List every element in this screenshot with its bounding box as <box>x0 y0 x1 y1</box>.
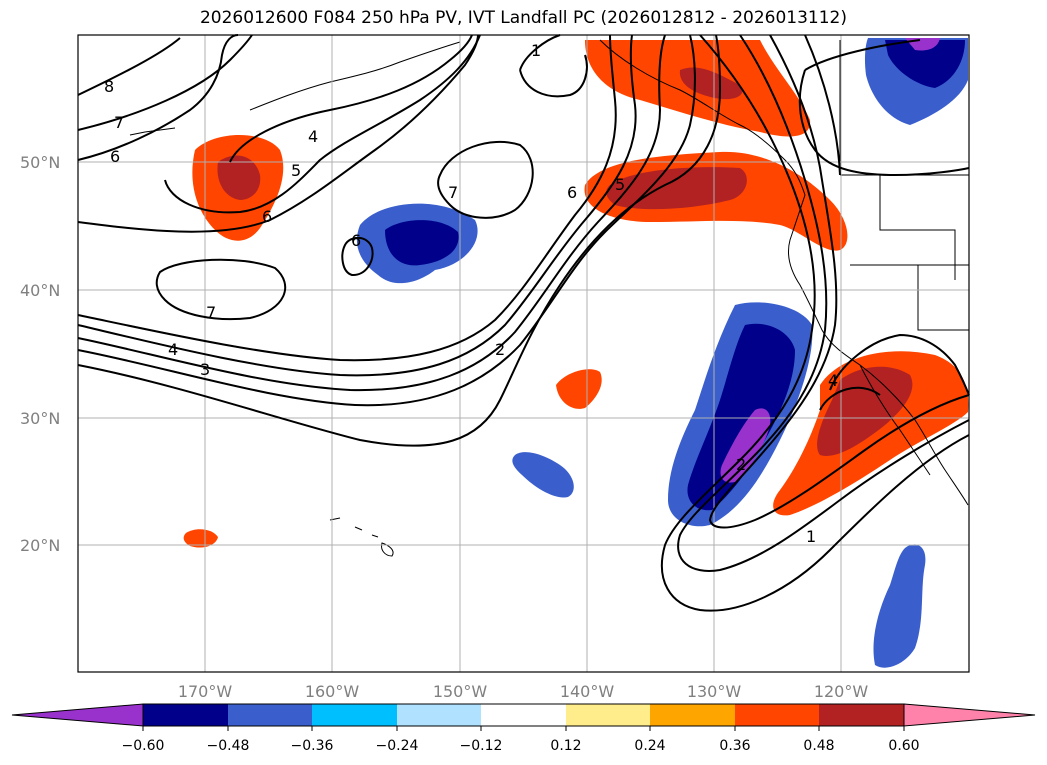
contour-line <box>155 258 287 321</box>
colorbar-tick-label: 0.12 <box>550 738 581 754</box>
colorbar-tick-label: 0.36 <box>719 738 750 754</box>
colorbar-tick-label: −0.36 <box>291 738 334 754</box>
colorbar-tick-label: 0.48 <box>803 738 834 754</box>
colorbar-segment <box>481 704 566 726</box>
colorbar-tick-label: −0.24 <box>376 738 419 754</box>
contour-label: 2 <box>736 455 746 474</box>
lat-label: 50°N <box>20 153 60 172</box>
lat-label: 20°N <box>20 536 60 555</box>
positive-anomaly-fill <box>556 369 602 409</box>
lon-label: 160°W <box>305 682 360 701</box>
contour-label: 7 <box>114 113 124 132</box>
contour-line <box>77 37 181 96</box>
colorbar-segment <box>819 704 904 726</box>
contour-label: 4 <box>828 371 838 390</box>
contour-line <box>77 34 479 233</box>
contour-label: 6 <box>351 231 361 250</box>
contour-line <box>798 69 970 177</box>
contour-line <box>804 34 841 176</box>
contour-line <box>229 34 473 163</box>
contour-line <box>677 34 970 572</box>
pv-contours <box>77 34 970 612</box>
colorbar-tick-label: −0.48 <box>207 738 250 754</box>
contour-line <box>660 34 970 612</box>
coastlines <box>129 39 969 557</box>
positive-anomaly-fill <box>183 529 218 548</box>
colorbar: −0.60 −0.48 −0.36 −0.24 −0.12 0.12 0.24 … <box>11 703 1036 754</box>
colorbar-tick-label: 0.60 <box>888 738 919 754</box>
lat-label: 30°N <box>20 409 60 428</box>
contour-label: 8 <box>104 77 114 96</box>
contour-label: 6 <box>567 183 577 202</box>
contour-line <box>829 333 970 396</box>
negative-anomaly-fill <box>512 452 574 498</box>
contour-line <box>77 34 617 362</box>
lat-label: 40°N <box>20 281 60 300</box>
colorbar-tick-label: −0.60 <box>122 738 165 754</box>
colorbar-segment <box>735 704 819 726</box>
contour-label: 4 <box>308 127 318 146</box>
colorbar-outline <box>142 703 905 727</box>
contour-labels: 8 7 6 4 5 6 7 6 7 4 3 2 1 6 5 2 4 1 <box>104 41 838 546</box>
latitude-labels: 50°N 40°N 30°N 20°N <box>20 153 60 555</box>
contour-label: 5 <box>615 175 625 194</box>
contour-line <box>519 54 588 98</box>
colorbar-ticks <box>142 726 905 731</box>
lon-label: 170°W <box>178 682 233 701</box>
longitude-labels: 170°W 160°W 150°W 140°W 130°W 120°W <box>178 682 869 701</box>
contour-line <box>77 34 666 392</box>
contour-label: 3 <box>200 360 210 379</box>
colorbar-tick-label: 0.24 <box>634 738 665 754</box>
negative-anomaly-core <box>885 40 965 88</box>
contour-line <box>804 39 921 71</box>
colorbar-segment <box>143 704 228 726</box>
contour-line <box>77 34 722 447</box>
contour-line <box>164 34 481 214</box>
contour-line <box>341 236 374 277</box>
contour-line <box>77 34 239 161</box>
colorbar-extend-low <box>11 703 144 727</box>
negative-anomaly-fill <box>873 544 926 668</box>
contour-line <box>77 34 696 407</box>
contour-label: 6 <box>110 147 120 166</box>
contour-label: 6 <box>262 207 272 226</box>
contour-label: 5 <box>291 161 301 180</box>
contour-label: 1 <box>531 41 541 60</box>
contour-label: 2 <box>495 340 505 359</box>
colorbar-extend-high <box>903 703 1036 727</box>
negative-anomaly-extreme <box>720 408 771 483</box>
lon-label: 130°W <box>687 682 742 701</box>
map-title: 2026012600 F084 250 hPa PV, IVT Landfall… <box>199 8 847 28</box>
colorbar-segment <box>566 704 650 726</box>
contour-line <box>77 34 637 377</box>
contour-label: 7 <box>206 303 216 322</box>
positive-anomaly-core <box>217 155 261 200</box>
colorbar-segment <box>650 704 735 726</box>
lon-label: 140°W <box>560 682 615 701</box>
contour-line <box>77 34 253 131</box>
colorbar-segment <box>397 704 481 726</box>
gridlines <box>78 35 969 672</box>
contour-line <box>519 34 561 71</box>
lon-label: 150°W <box>433 682 488 701</box>
negative-anomaly-core <box>385 220 459 266</box>
contour-line <box>819 386 881 411</box>
contour-label: 1 <box>806 527 816 546</box>
map-frame <box>77 34 970 673</box>
lon-label: 120°W <box>814 682 869 701</box>
colorbar-segment <box>312 704 397 726</box>
contour-line <box>708 34 970 529</box>
contour-line <box>437 140 534 219</box>
contour-label: 7 <box>448 183 458 202</box>
colorbar-segment <box>228 704 312 726</box>
contour-label: 4 <box>168 340 178 359</box>
colorbar-tick-label: −0.12 <box>460 738 503 754</box>
